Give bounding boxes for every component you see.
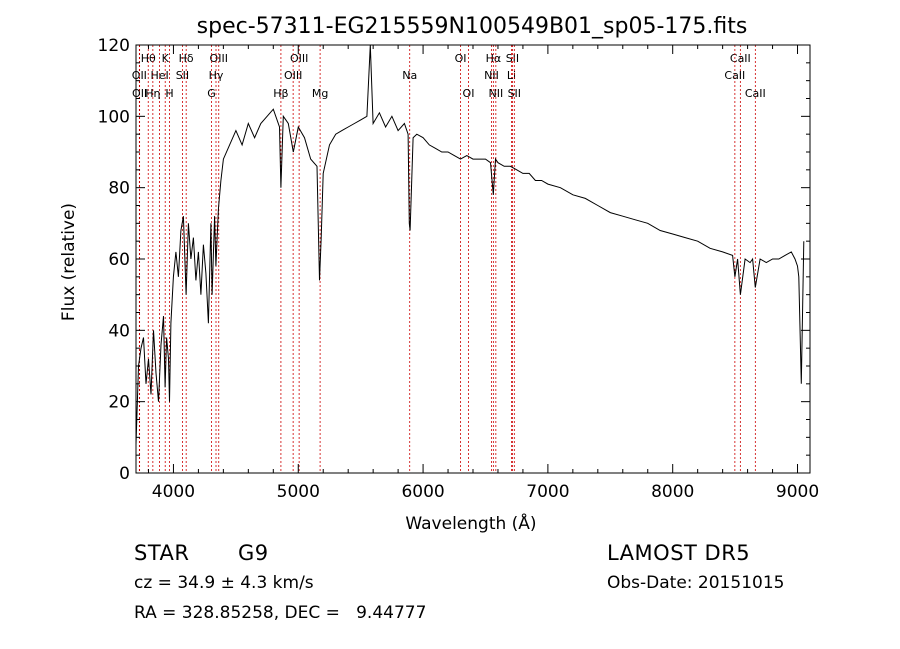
line-label-21: NII (488, 87, 503, 100)
x-axis-label: Wavelength (Å) (405, 512, 536, 534)
object-class: STAR (134, 541, 190, 565)
plot-frame (135, 44, 811, 474)
line-label-17: OI (455, 52, 467, 65)
y-tick-label-0: 0 (119, 464, 130, 484)
object-subclass: G9 (238, 541, 269, 565)
x-tick-label-5: 9000 (776, 482, 819, 502)
line-label-5: Hη (145, 87, 160, 100)
line-label-23: Li (507, 69, 516, 82)
axis-ticks: 4000 5000 6000 7000 8000 9000 0 20 40 60 80 100 120 (98, 36, 820, 502)
line-label-6: H (165, 87, 173, 100)
y-tick-label-6: 120 (98, 36, 130, 56)
observation-date: Obs-Date: 20151015 (607, 573, 785, 593)
y-tick-label-3: 60 (108, 250, 130, 270)
y-tick-label-4: 80 (108, 179, 130, 199)
survey-name: LAMOST DR5 (607, 541, 751, 565)
line-label-12: Hβ (273, 87, 288, 100)
line-label-26: CaII (724, 69, 745, 82)
line-label-9: OIII (210, 52, 228, 65)
coordinates: RA = 328.85258, DEC = 9.44777 (134, 603, 427, 623)
x-tick-label-0: 4000 (152, 482, 195, 502)
y-tick-label-5: 100 (98, 107, 130, 127)
y-tick-label-2: 40 (108, 321, 130, 341)
line-label-8: SII (176, 69, 189, 82)
line-label-20: NII (484, 69, 499, 82)
line-label-25: CaII (730, 52, 751, 65)
line-label-15: Mg (312, 87, 328, 100)
x-tick-label-3: 7000 (526, 482, 569, 502)
line-label-4: HeI (150, 69, 168, 82)
line-label-13: OIII (290, 52, 308, 65)
y-tick-label-1: 20 (108, 393, 130, 413)
line-label-7: Hδ (179, 52, 194, 65)
line-label-10: Hγ (209, 69, 224, 82)
line-label-11: G (207, 87, 216, 100)
x-tick-label-4: 8000 (651, 482, 694, 502)
line-label-24: SII (508, 87, 521, 100)
x-tick-label-1: 5000 (277, 482, 320, 502)
line-label-16: Na (402, 69, 417, 82)
line-label-0: Hθ (141, 52, 156, 65)
redshift-velocity: cz = 34.9 ± 4.3 km/s (134, 573, 314, 593)
line-label-22: SII (506, 52, 519, 65)
chart-title: spec-57311-EG215559N100549B01_sp05-175.f… (197, 14, 748, 39)
y-axis-label: Flux (relative) (59, 203, 79, 321)
line-label-19: Hα (486, 52, 502, 65)
x-tick-label-2: 6000 (401, 482, 444, 502)
line-label-3: K (162, 52, 170, 65)
line-label-18: OI (463, 87, 475, 100)
line-label-27: CaII (745, 87, 766, 100)
spectrum-line (135, 44, 805, 445)
line-label-14: OIII (284, 69, 302, 82)
